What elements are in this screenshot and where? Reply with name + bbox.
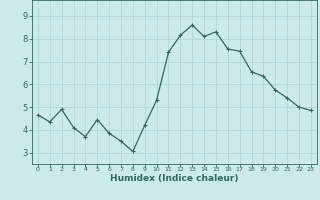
X-axis label: Humidex (Indice chaleur): Humidex (Indice chaleur)	[110, 174, 239, 183]
